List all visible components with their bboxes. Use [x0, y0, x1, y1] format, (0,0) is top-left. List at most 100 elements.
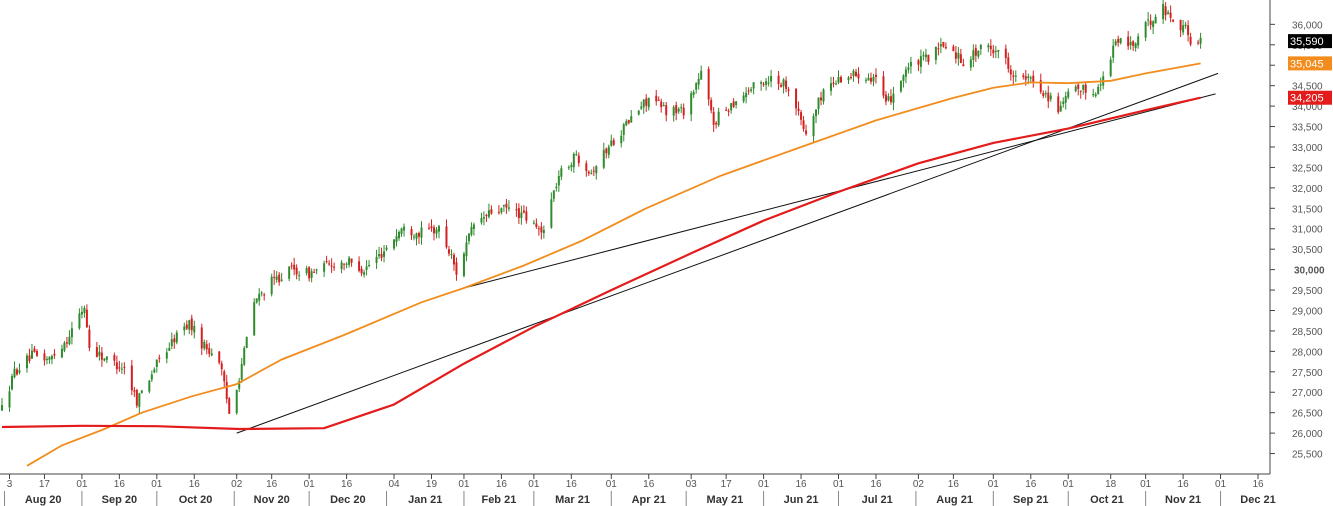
candle-body: [1067, 91, 1070, 98]
candle-body: [869, 77, 872, 82]
candle-body: [602, 149, 605, 168]
candle-body: [815, 109, 818, 117]
candle-body: [13, 368, 16, 378]
y-tick-label: 34,000: [1292, 102, 1323, 113]
candle-body: [400, 228, 403, 234]
x-day-label: 3: [7, 479, 13, 490]
candle-body: [745, 92, 748, 98]
candle-body: [567, 167, 570, 169]
candle-body: [502, 204, 505, 207]
candle-body: [605, 148, 608, 154]
candle-body: [340, 262, 343, 270]
candle-body: [35, 350, 38, 356]
candle-body: [313, 271, 316, 273]
candle-body: [952, 46, 955, 51]
candle-body: [420, 227, 423, 238]
y-tick-label: 30,500: [1292, 245, 1323, 256]
candle-body: [185, 324, 188, 329]
trendline: [236, 72, 1219, 434]
candle-body: [480, 218, 483, 223]
y-axis: 25,500 26,000 26,500 27,000 27,500 28,000 28,5…: [1269, 0, 1332, 474]
candle-body: [959, 54, 962, 63]
x-day-label: 16: [948, 479, 960, 490]
x-month-label: Dec 20: [330, 494, 365, 506]
candle-body: [805, 130, 808, 134]
candle-body: [467, 233, 470, 242]
candle-body: [238, 380, 241, 389]
candle-body: [979, 44, 982, 49]
candle-body: [60, 348, 63, 358]
candle-body: [1112, 45, 1115, 58]
candle-body: [1144, 22, 1147, 38]
candle-body: [1172, 20, 1175, 22]
candle-body: [380, 253, 383, 258]
candle-body: [1162, 4, 1165, 20]
candle-body: [944, 46, 947, 49]
candle-body: [383, 251, 386, 257]
candle-body: [550, 199, 553, 228]
candle-body: [712, 111, 715, 125]
candle-body: [994, 50, 997, 52]
candle-body: [585, 163, 588, 171]
y-tick-label: 25,500: [1292, 450, 1323, 461]
candle-body: [398, 231, 401, 239]
candle-body: [1169, 12, 1172, 18]
candle-body: [472, 224, 475, 229]
candle-body: [889, 96, 892, 102]
candle-body: [135, 389, 138, 406]
candle-body: [1004, 48, 1007, 59]
candle-body: [333, 266, 336, 268]
x-day-label: 16: [795, 479, 807, 490]
candle-body: [1152, 21, 1155, 27]
candle-body: [560, 168, 563, 177]
candle-body: [1, 405, 3, 411]
candle-body: [874, 74, 877, 77]
candle-body: [587, 171, 590, 174]
candle-body: [797, 108, 800, 111]
candle-body: [1149, 20, 1152, 25]
candle-body: [150, 374, 153, 380]
x-day-label: 01: [528, 479, 540, 490]
candle-body: [642, 99, 645, 108]
candle-body: [413, 236, 416, 238]
candle-body: [742, 95, 745, 102]
candle-body: [348, 257, 351, 265]
candle-body: [25, 355, 28, 369]
candle-body: [482, 217, 485, 219]
candle-body: [200, 327, 203, 349]
candle-body: [695, 83, 698, 90]
candle-body: [310, 271, 313, 278]
candle-body: [520, 212, 523, 219]
candle-body: [962, 64, 965, 67]
candle-body: [572, 153, 575, 168]
candle-body: [1197, 42, 1200, 44]
candle-body: [645, 98, 648, 106]
candle-body: [88, 329, 91, 348]
candle-body: [263, 294, 266, 296]
candle-body: [1077, 84, 1080, 89]
candle-body: [1199, 37, 1202, 44]
candle-body: [537, 228, 540, 230]
candle-body: [540, 226, 543, 233]
candle-body: [418, 233, 421, 237]
x-day-label: 01: [833, 479, 845, 490]
candle-body: [542, 229, 545, 234]
candle-body: [1182, 25, 1185, 33]
candle-body: [298, 275, 301, 277]
candle-body: [812, 116, 815, 137]
candle-body: [328, 263, 331, 265]
candle-body: [992, 49, 995, 54]
candle-body: [752, 82, 755, 89]
candle-body: [770, 76, 773, 82]
candle-body: [777, 75, 780, 84]
candle-body: [360, 268, 363, 274]
candle-body: [887, 96, 890, 101]
candle-body: [45, 358, 48, 360]
candle-body: [937, 48, 940, 50]
candle-body: [717, 111, 720, 126]
candle-body: [395, 236, 398, 242]
candle-body: [627, 120, 630, 124]
candle-body: [30, 350, 33, 359]
candle-body: [1154, 16, 1157, 24]
candle-body: [188, 320, 191, 330]
